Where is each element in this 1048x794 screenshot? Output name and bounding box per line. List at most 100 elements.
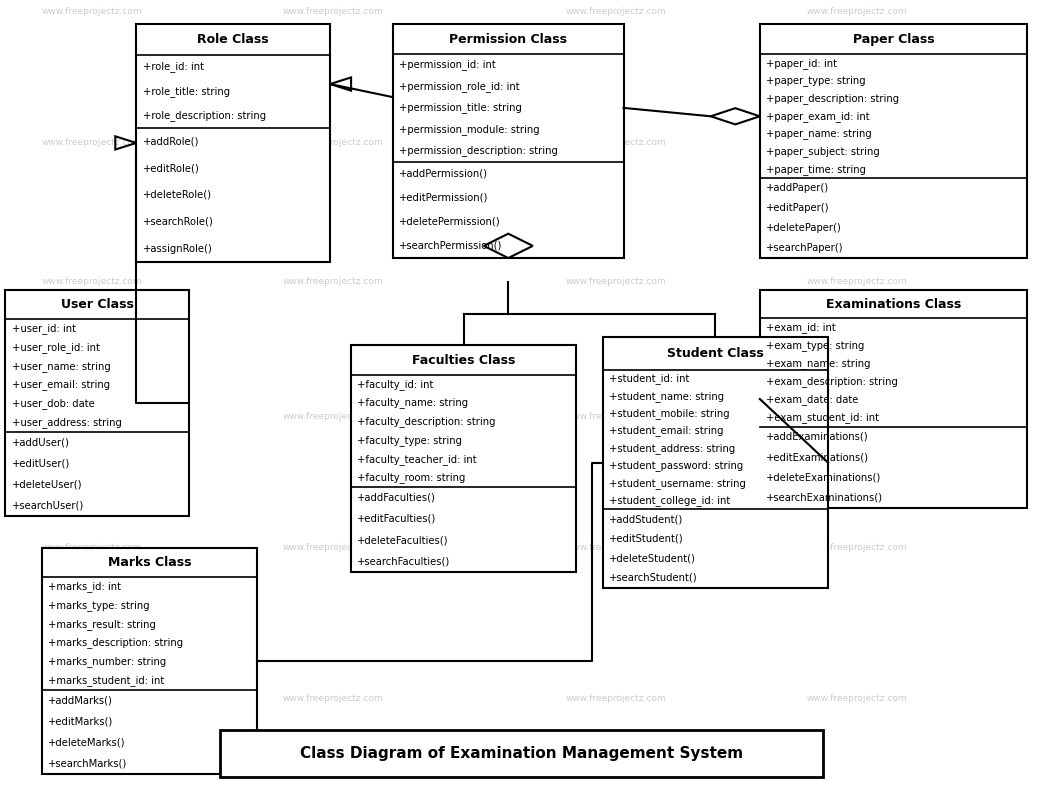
Text: +marks_type: string: +marks_type: string (48, 600, 150, 611)
Bar (220, 730, 823, 777)
Text: www.freeprojectz.com: www.freeprojectz.com (807, 138, 908, 148)
Text: +student_name: string: +student_name: string (609, 391, 724, 402)
Text: www.freeprojectz.com: www.freeprojectz.com (42, 277, 143, 287)
Text: Student Class: Student Class (667, 347, 764, 360)
Text: www.freeprojectz.com: www.freeprojectz.com (807, 7, 908, 17)
Text: +exam_date: date: +exam_date: date (766, 394, 858, 405)
Text: +editRole(): +editRole() (143, 163, 199, 173)
Text: +student_email: string: +student_email: string (609, 426, 723, 437)
Text: +deletePaper(): +deletePaper() (766, 223, 842, 233)
Text: +searchMarks(): +searchMarks() (48, 758, 128, 769)
Text: +searchUser(): +searchUser() (12, 500, 84, 511)
Text: www.freeprojectz.com: www.freeprojectz.com (42, 7, 143, 17)
Text: +addFaculties(): +addFaculties() (357, 493, 436, 503)
Text: +faculty_name: string: +faculty_name: string (357, 398, 468, 408)
Text: www.freeprojectz.com: www.freeprojectz.com (283, 277, 384, 287)
Text: Marks Class: Marks Class (108, 556, 191, 569)
Text: www.freeprojectz.com: www.freeprojectz.com (283, 543, 384, 553)
Text: +paper_exam_id: int: +paper_exam_id: int (766, 111, 870, 121)
Text: +permission_title: string: +permission_title: string (399, 102, 522, 114)
Text: +editMarks(): +editMarks() (48, 716, 113, 727)
Text: www.freeprojectz.com: www.freeprojectz.com (283, 694, 384, 703)
Text: +role_description: string: +role_description: string (143, 110, 265, 121)
Text: +addPaper(): +addPaper() (766, 183, 829, 193)
Text: +faculty_teacher_id: int: +faculty_teacher_id: int (357, 453, 477, 464)
Text: User Class: User Class (61, 298, 133, 311)
Text: +searchRole(): +searchRole() (143, 217, 214, 227)
Bar (136, 24, 330, 262)
Text: +deleteStudent(): +deleteStudent() (609, 553, 696, 563)
Text: +user_name: string: +user_name: string (12, 360, 110, 372)
Text: +user_id: int: +user_id: int (12, 323, 75, 334)
Text: www.freeprojectz.com: www.freeprojectz.com (807, 412, 908, 422)
Text: www.freeprojectz.com: www.freeprojectz.com (566, 277, 667, 287)
Text: www.freeprojectz.com: www.freeprojectz.com (42, 138, 143, 148)
Text: +marks_number: string: +marks_number: string (48, 656, 167, 667)
Bar (603, 337, 828, 588)
Text: +student_address: string: +student_address: string (609, 443, 735, 453)
Text: +marks_result: string: +marks_result: string (48, 619, 156, 630)
Text: +faculty_description: string: +faculty_description: string (357, 416, 496, 427)
Text: +permission_module: string: +permission_module: string (399, 124, 540, 135)
Text: +editPermission(): +editPermission() (399, 193, 488, 202)
Text: Permission Class: Permission Class (450, 33, 567, 45)
Text: www.freeprojectz.com: www.freeprojectz.com (283, 138, 384, 148)
Text: +paper_name: string: +paper_name: string (766, 129, 872, 140)
Text: +deleteMarks(): +deleteMarks() (48, 738, 126, 747)
Text: +role_title: string: +role_title: string (143, 86, 230, 97)
Text: +exam_student_id: int: +exam_student_id: int (766, 412, 879, 423)
Text: www.freeprojectz.com: www.freeprojectz.com (42, 412, 143, 422)
Text: +faculty_id: int: +faculty_id: int (357, 379, 434, 390)
Text: +deleteUser(): +deleteUser() (12, 480, 82, 489)
Text: +searchPermission(): +searchPermission() (399, 241, 503, 251)
Text: +user_dob: date: +user_dob: date (12, 398, 94, 409)
Text: +editPaper(): +editPaper() (766, 203, 830, 214)
Text: www.freeprojectz.com: www.freeprojectz.com (807, 277, 908, 287)
Bar (5, 290, 189, 516)
Text: +permission_role_id: int: +permission_role_id: int (399, 81, 520, 92)
Text: www.freeprojectz.com: www.freeprojectz.com (566, 694, 667, 703)
Text: www.freeprojectz.com: www.freeprojectz.com (807, 694, 908, 703)
Text: +editExaminations(): +editExaminations() (766, 453, 869, 462)
Text: +marks_student_id: int: +marks_student_id: int (48, 675, 165, 686)
Text: www.freeprojectz.com: www.freeprojectz.com (283, 7, 384, 17)
Text: +student_password: string: +student_password: string (609, 461, 743, 471)
Text: www.freeprojectz.com: www.freeprojectz.com (566, 7, 667, 17)
Text: Class Diagram of Examination Management System: Class Diagram of Examination Management … (300, 746, 743, 761)
Text: Paper Class: Paper Class (853, 33, 934, 45)
Text: +searchFaculties(): +searchFaculties() (357, 556, 451, 566)
Text: Examinations Class: Examinations Class (826, 298, 961, 310)
Text: +paper_description: string: +paper_description: string (766, 93, 899, 104)
Text: +deleteRole(): +deleteRole() (143, 190, 212, 200)
Text: +editFaculties(): +editFaculties() (357, 514, 437, 524)
Text: www.freeprojectz.com: www.freeprojectz.com (283, 412, 384, 422)
Text: +user_email: string: +user_email: string (12, 380, 110, 391)
Text: +deletePermission(): +deletePermission() (399, 217, 501, 227)
Text: +student_college_id: int: +student_college_id: int (609, 495, 730, 506)
Text: +addUser(): +addUser() (12, 437, 69, 447)
Text: +addPermission(): +addPermission() (399, 168, 488, 179)
Text: +exam_id: int: +exam_id: int (766, 322, 836, 333)
Text: www.freeprojectz.com: www.freeprojectz.com (42, 543, 143, 553)
Text: Role Class: Role Class (197, 33, 269, 46)
Text: +editStudent(): +editStudent() (609, 534, 683, 544)
Text: +addStudent(): +addStudent() (609, 514, 683, 524)
Text: +faculty_type: string: +faculty_type: string (357, 435, 462, 446)
Bar (42, 548, 257, 774)
Text: +deleteFaculties(): +deleteFaculties() (357, 535, 449, 545)
Bar (760, 24, 1027, 258)
Text: +exam_description: string: +exam_description: string (766, 376, 898, 387)
Text: +editUser(): +editUser() (12, 458, 70, 468)
Text: www.freeprojectz.com: www.freeprojectz.com (566, 543, 667, 553)
Text: +student_mobile: string: +student_mobile: string (609, 408, 729, 419)
Text: www.freeprojectz.com: www.freeprojectz.com (566, 412, 667, 422)
Text: +searchExaminations(): +searchExaminations() (766, 493, 883, 503)
Text: +paper_time: string: +paper_time: string (766, 164, 866, 175)
Text: +role_id: int: +role_id: int (143, 61, 203, 72)
Text: +assignRole(): +assignRole() (143, 244, 213, 253)
Text: +searchStudent(): +searchStudent() (609, 572, 698, 583)
Text: +marks_id: int: +marks_id: int (48, 581, 122, 592)
Text: +deleteExaminations(): +deleteExaminations() (766, 472, 881, 483)
Text: +exam_name: string: +exam_name: string (766, 358, 871, 369)
Bar (393, 24, 624, 258)
